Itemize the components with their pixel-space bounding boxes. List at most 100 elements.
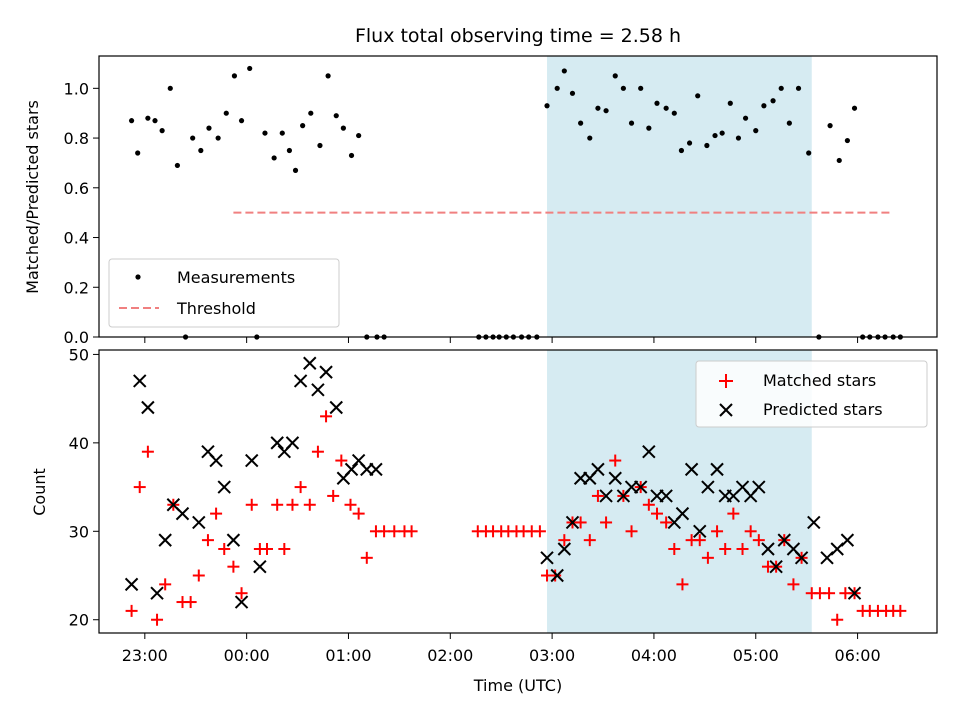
matched-star-point — [360, 551, 373, 564]
matched-star-point — [642, 498, 655, 511]
matched-star-point — [650, 507, 663, 520]
legend-measurements-marker — [135, 274, 141, 280]
measurement-point — [735, 135, 742, 141]
measurement-point — [806, 150, 812, 156]
matched-star-point — [352, 507, 365, 520]
top-axes-frame — [98, 55, 938, 338]
predicted-star-point — [217, 480, 231, 494]
measurement-point — [554, 85, 560, 91]
x-tick-label: 00:00 — [224, 646, 270, 665]
matched-star-point — [141, 445, 154, 458]
matched-star-point — [823, 587, 836, 600]
predicted-star-point — [150, 586, 164, 600]
x-tick-label: 06:00 — [835, 646, 881, 665]
predicted-star-point — [192, 515, 206, 530]
measurement-point — [206, 125, 212, 131]
legend-predicted-label: Predicted stars — [763, 400, 883, 419]
matched-star-point — [327, 489, 340, 502]
matched-star-point — [133, 481, 146, 494]
measurement-point — [215, 135, 221, 141]
predicted-star-point — [319, 365, 333, 379]
bottom-y-tick-label: 20 — [69, 611, 89, 630]
measurement-point — [333, 113, 339, 119]
matched-star-point — [676, 578, 689, 591]
measurement-point — [128, 118, 135, 124]
measurement-point — [695, 93, 701, 99]
matched-star-point — [660, 516, 673, 529]
matched-star-point — [744, 525, 757, 538]
matched-star-point — [210, 507, 223, 520]
measurement-point — [152, 118, 158, 124]
measurement-point — [569, 90, 576, 96]
top-y-tick-label: 1.0 — [64, 79, 89, 98]
x-tick-label: 02:00 — [427, 646, 473, 665]
predicted-star-point — [158, 533, 172, 547]
predicted-star-point — [847, 586, 862, 600]
top-shaded-region — [547, 56, 812, 337]
predicted-star-point — [633, 480, 648, 494]
measurement-point — [753, 128, 759, 134]
measurement-point — [595, 105, 601, 111]
measurement-point — [340, 125, 346, 131]
bottom-axes-frame — [98, 349, 938, 634]
matched-star-point — [125, 604, 138, 617]
predicted-star-point — [642, 444, 656, 459]
measurement-point — [678, 147, 685, 154]
predicted-star-point — [684, 462, 699, 477]
matched-star-point — [533, 525, 546, 538]
measurement-point — [348, 152, 355, 159]
predicted-star-point — [311, 383, 325, 397]
predicted-star-point — [369, 462, 383, 477]
measurement-point — [135, 150, 141, 156]
measurement-point — [308, 110, 314, 116]
measurement-point — [663, 105, 669, 111]
matched-star-point — [625, 525, 638, 538]
measurement-point — [646, 125, 652, 131]
measurement-point — [223, 110, 229, 116]
matched-star-point — [151, 613, 164, 626]
top-panel: 0.0 0.2 0.4 0.6 0.8 1.0 Matched/Predicted sta… — [23, 55, 938, 347]
predicted-star-point — [557, 542, 572, 556]
measurement-point — [851, 105, 858, 111]
matched-star-point — [278, 542, 291, 555]
chart-title: Flux total observing time = 2.58 h — [355, 25, 681, 47]
matched-star-point — [378, 525, 391, 538]
x-tick-label: 04:00 — [631, 646, 677, 665]
matched-star-point — [201, 534, 214, 547]
measurement-point — [561, 68, 567, 74]
matched-star-point — [294, 481, 307, 494]
measurement-point — [761, 103, 767, 109]
measurement-point — [578, 120, 584, 126]
measurement-point — [770, 98, 776, 104]
matched-star-point — [894, 604, 907, 617]
measurement-point — [727, 100, 733, 106]
matched-star-point — [711, 525, 724, 538]
measurement-point — [654, 100, 660, 106]
measurement-point — [603, 108, 609, 114]
measurement-point — [279, 130, 285, 136]
legend-threshold-label: Threshold — [176, 299, 256, 318]
measurement-point — [827, 123, 833, 129]
matched-star-point — [286, 498, 299, 511]
matched-star-point — [303, 498, 316, 511]
matched-star-point — [311, 445, 324, 458]
legend-matched-label: Matched stars — [763, 371, 876, 390]
measurement-point — [544, 103, 550, 109]
measurement-point — [836, 157, 842, 164]
predicted-star-point — [701, 480, 715, 494]
top-legend: Measurements Threshold — [108, 258, 340, 328]
x-axis-label: Time (UTC) — [473, 676, 562, 695]
predicted-star-point — [659, 489, 673, 503]
predicted-star-point — [608, 471, 622, 485]
measurement-point — [262, 130, 268, 136]
predicted-star-point — [293, 374, 308, 388]
predicted-star-point — [693, 524, 707, 539]
bottom-panel: 20 30 40 50 23:00 00:00 01:00 02:00 03:00 04:00 0… — [30, 345, 938, 695]
matched-star-point — [261, 542, 274, 555]
matched-star-point — [558, 534, 571, 547]
measurement-point — [778, 85, 784, 91]
measurement-point — [159, 128, 165, 134]
matched-star-point — [693, 534, 706, 547]
matched-star-point — [235, 587, 248, 600]
